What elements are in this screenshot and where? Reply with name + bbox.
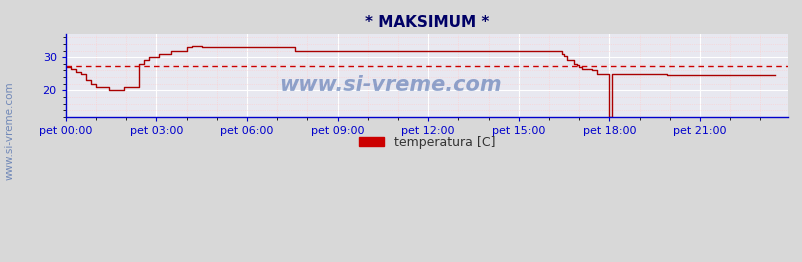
Legend: temperatura [C]: temperatura [C] [353, 131, 500, 154]
Text: www.si-vreme.com: www.si-vreme.com [5, 82, 14, 180]
Title: * MAKSIMUM *: * MAKSIMUM * [364, 15, 488, 30]
Text: www.si-vreme.com: www.si-vreme.com [279, 75, 501, 95]
